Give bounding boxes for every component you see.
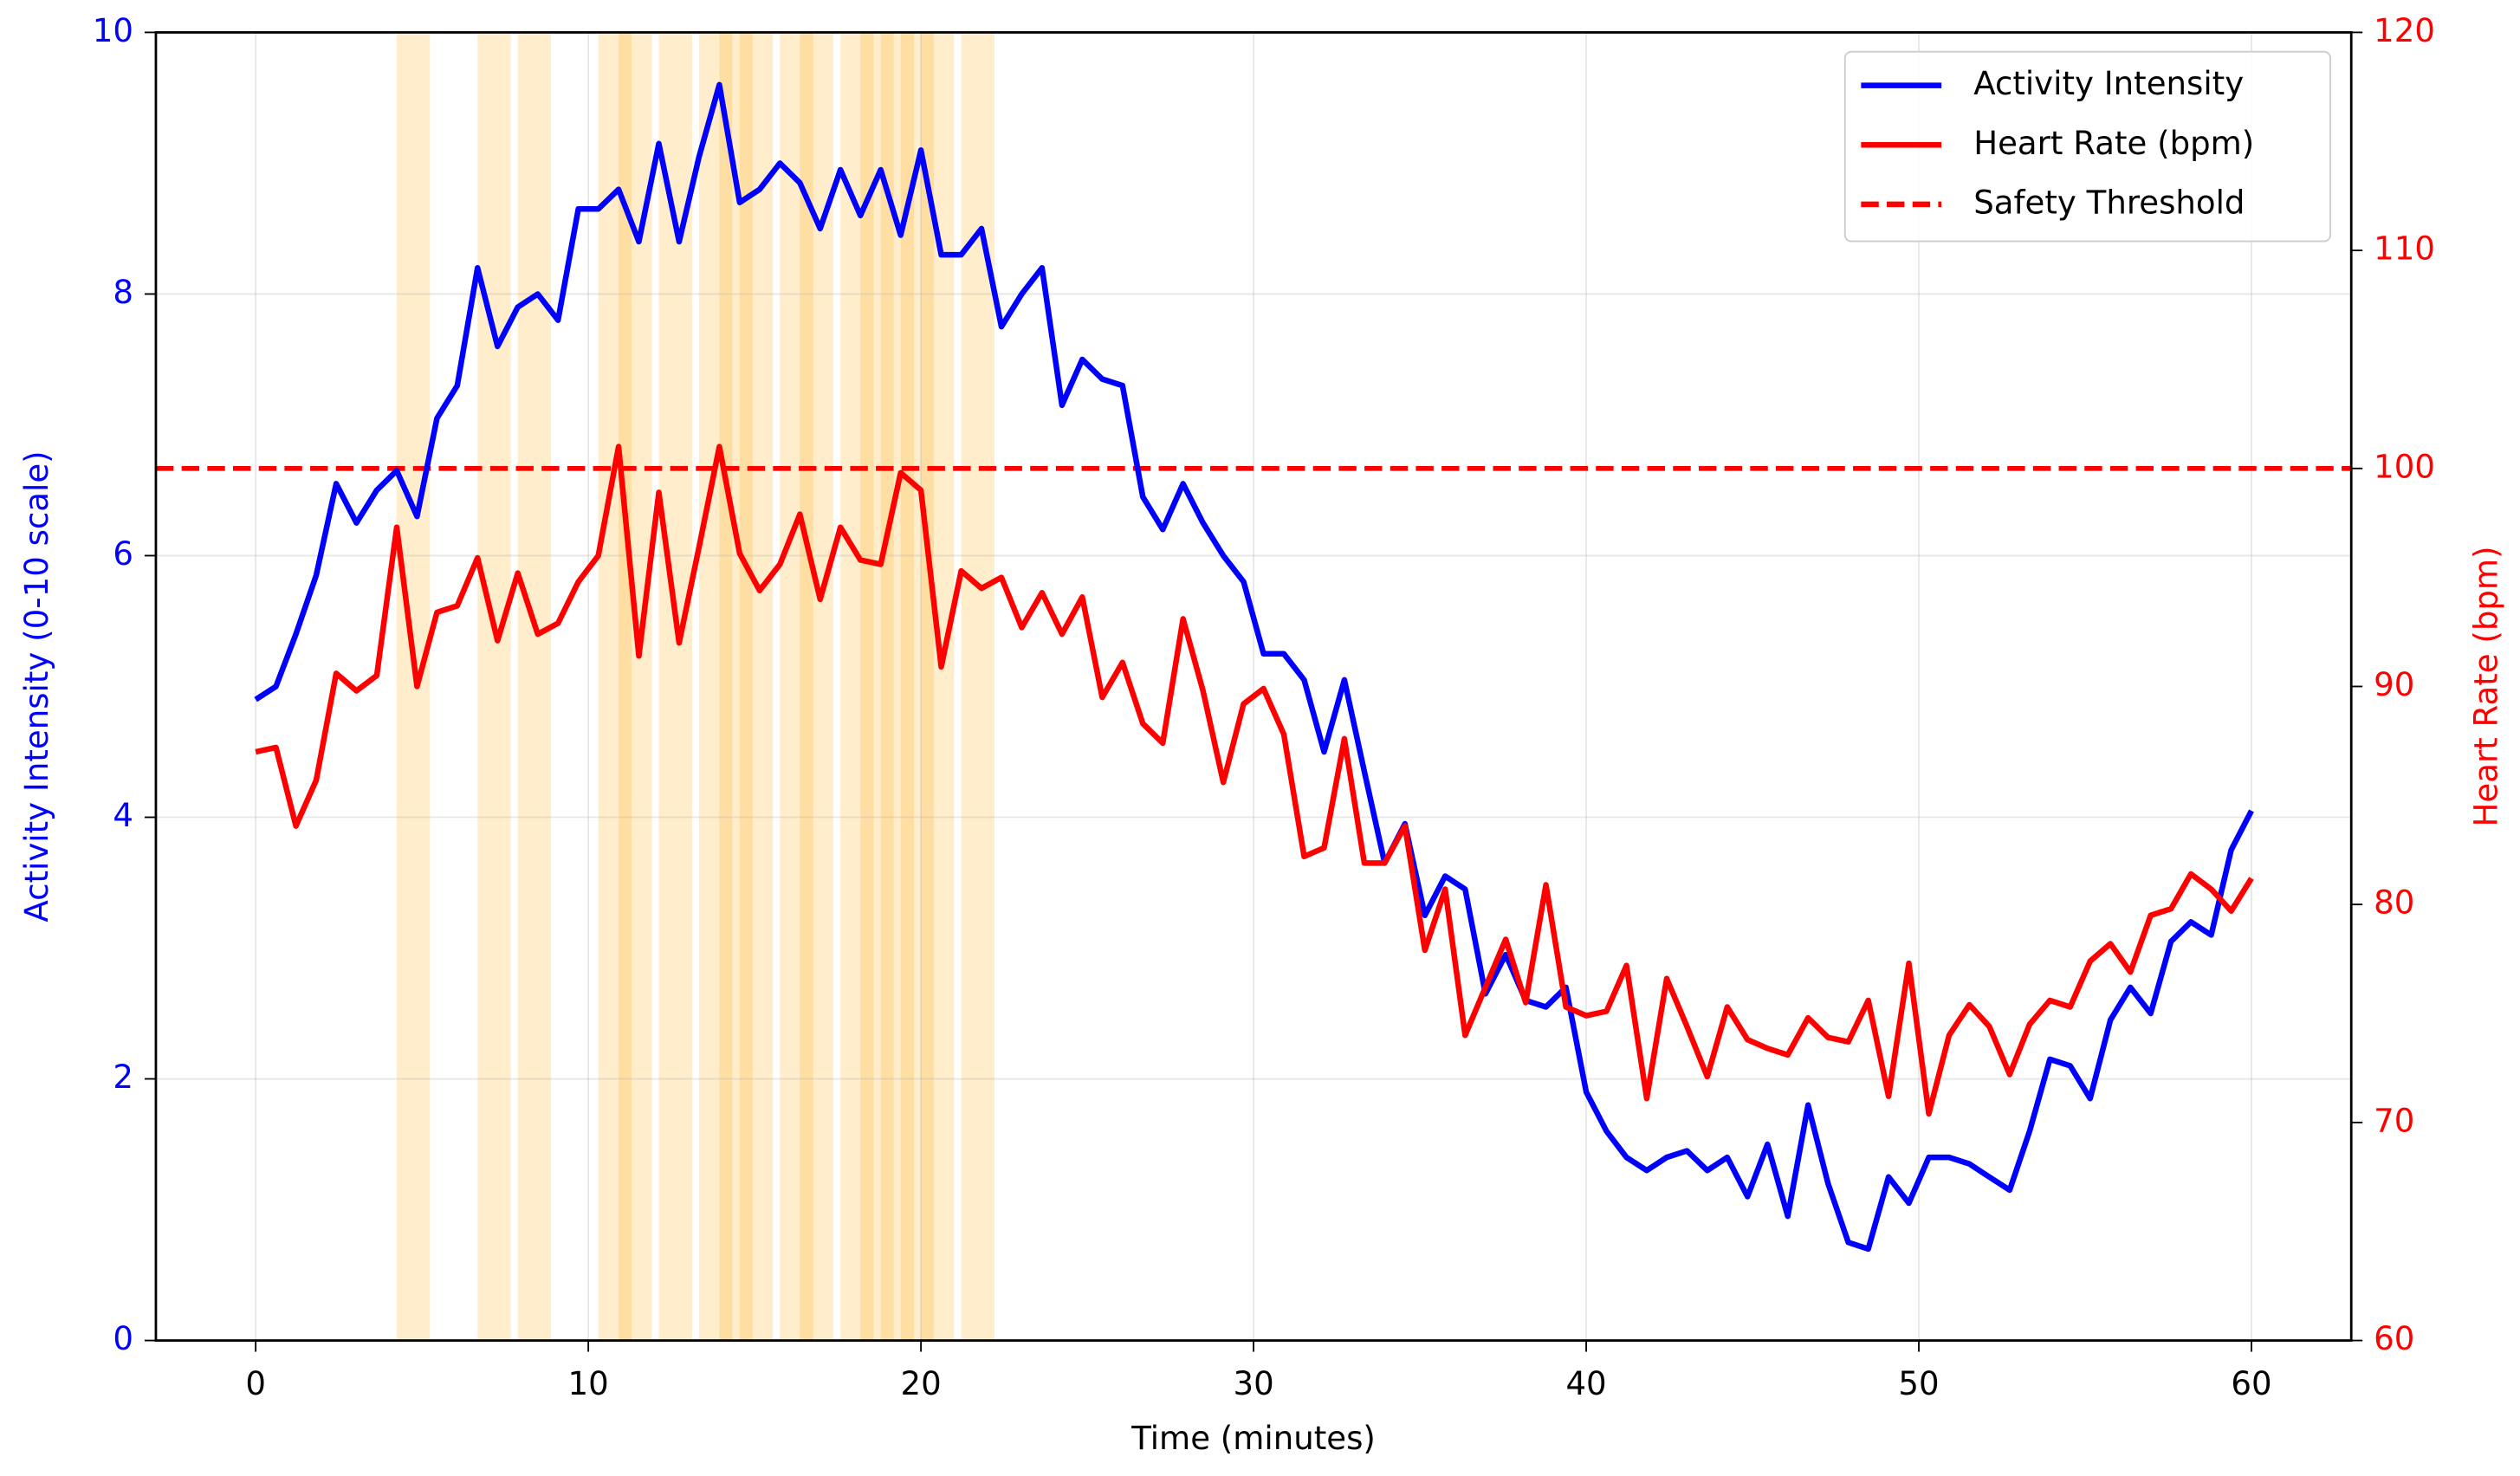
y2-tick-label: 90 — [2374, 666, 2414, 703]
y-tick-label: 0 — [113, 1320, 133, 1357]
highlight-span — [961, 32, 994, 1341]
x-axis-label: Time (minutes) — [1130, 1420, 1376, 1457]
y2-tick-label: 80 — [2374, 884, 2414, 922]
y2-tick-label: 70 — [2374, 1102, 2414, 1139]
highlight-span — [517, 32, 552, 1341]
y-tick-label: 6 — [113, 535, 133, 573]
y-axis-label: Activity Intensity (0-10 scale) — [18, 450, 55, 922]
highlight-span — [698, 32, 733, 1341]
highlight-span — [800, 32, 833, 1341]
data-line — [255, 443, 2254, 1117]
highlight-span — [880, 32, 915, 1341]
y-tick-label: 2 — [113, 1058, 133, 1096]
legend-label: Heart Rate (bpm) — [1973, 125, 2254, 162]
highlight-span — [396, 32, 431, 1341]
highlight-span — [900, 32, 935, 1341]
y2-tick-label: 110 — [2374, 230, 2435, 268]
legend-label: Activity Intensity — [1973, 65, 2244, 102]
highlight-span — [477, 32, 511, 1341]
highlight-span — [840, 32, 874, 1341]
x-tick-label: 50 — [1898, 1365, 1939, 1402]
y2-tick-label: 120 — [2374, 12, 2435, 49]
x-tick-label: 40 — [1565, 1365, 1606, 1402]
highlight-span — [619, 32, 652, 1341]
y-tick-label: 10 — [93, 12, 133, 49]
highlight-span — [860, 32, 894, 1341]
y2-axis-label: Heart Rate (bpm) — [2467, 546, 2504, 826]
highlight-span — [739, 32, 774, 1341]
y-tick-label: 8 — [113, 274, 133, 311]
data-line — [254, 81, 2254, 1253]
highlight-span — [598, 32, 632, 1341]
x-tick-label: 0 — [245, 1365, 266, 1402]
highlight-span — [719, 32, 753, 1341]
y2-tick-label: 100 — [2374, 448, 2435, 485]
y2-tick-label: 60 — [2374, 1320, 2414, 1357]
x-tick-label: 20 — [901, 1365, 942, 1402]
legend-label: Safety Threshold — [1973, 184, 2245, 221]
x-tick-label: 60 — [2231, 1365, 2271, 1402]
plot-frame — [154, 31, 2353, 1342]
highlight-span — [658, 32, 692, 1341]
x-tick-label: 10 — [568, 1365, 609, 1402]
legend-box — [1843, 50, 2332, 243]
highlight-span — [780, 32, 813, 1341]
x-tick-label: 30 — [1233, 1365, 1273, 1402]
y-tick-label: 4 — [113, 797, 133, 834]
